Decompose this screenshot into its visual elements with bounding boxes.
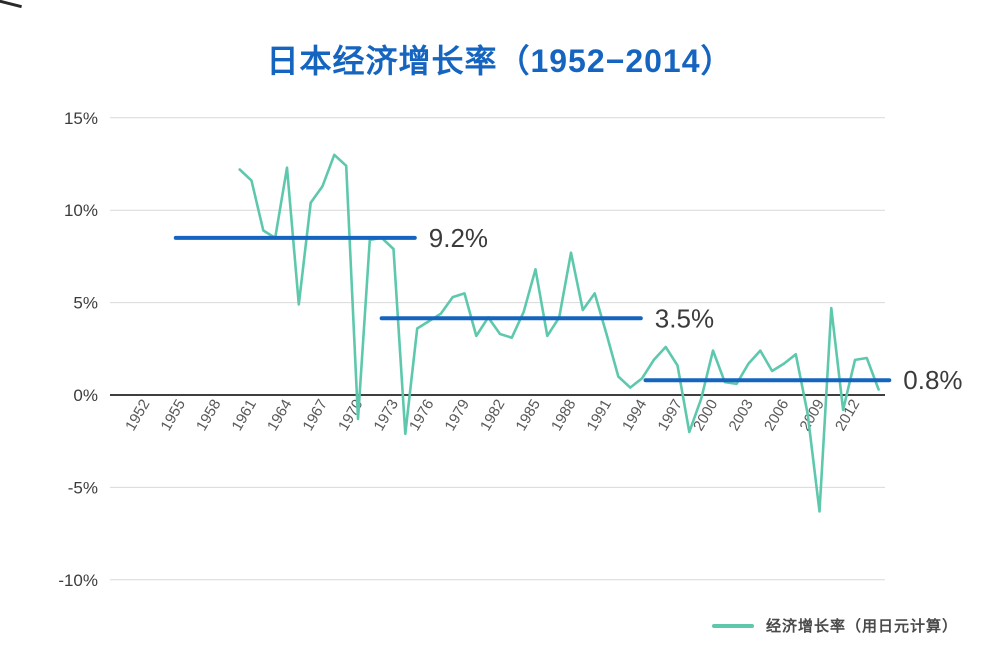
x-tick-label: 1964 — [264, 397, 295, 434]
x-tick-label: 1985 — [513, 397, 544, 434]
x-tick-label: 1988 — [548, 397, 579, 434]
x-tick-label: 2012 — [832, 397, 863, 434]
x-tick-label: 2006 — [761, 397, 792, 434]
average-label: 0.8% — [903, 365, 962, 395]
x-tick-label: 1994 — [619, 397, 650, 434]
x-tick-label: 1973 — [371, 397, 402, 434]
x-tick-label: 1970 — [335, 397, 366, 434]
x-tick-label: 2003 — [726, 397, 757, 434]
x-tick-label: 1982 — [477, 397, 508, 434]
x-tick-label: 1967 — [300, 397, 331, 434]
y-tick-label: 5% — [73, 294, 98, 313]
growth-rate-line — [238, 153, 880, 513]
legend-label: 经济增长率（用日元计算） — [765, 618, 958, 635]
x-tick-label: 1979 — [442, 397, 473, 434]
average-label: 3.5% — [655, 303, 714, 333]
legend: 经济增长率（用日元计算） — [711, 615, 958, 636]
legend-line-swatch — [711, 623, 754, 628]
line-chart: 15% 10% 5% 0% -5% -10% 1952 1955 1958 1961 1964 196… — [58, 109, 962, 590]
y-tick-label: -10% — [58, 571, 98, 590]
x-tick-label: 1997 — [655, 397, 686, 434]
y-tick-label: 10% — [64, 201, 98, 220]
y-tick-label: 0% — [73, 386, 98, 405]
x-tick-label: 1952 — [122, 397, 153, 434]
y-tick-label: 15% — [64, 109, 98, 128]
x-tick-label: 1955 — [158, 397, 189, 434]
chart-title: 日本经济增长率（1952−2014） — [266, 43, 734, 79]
x-tick-label: 1976 — [406, 397, 437, 434]
y-tick-label: -5% — [68, 478, 98, 497]
average-label: 9.2% — [429, 223, 488, 253]
x-tick-label: 1991 — [584, 397, 615, 434]
x-tick-label: 1958 — [193, 397, 224, 434]
x-tick-label: 1961 — [229, 397, 260, 434]
